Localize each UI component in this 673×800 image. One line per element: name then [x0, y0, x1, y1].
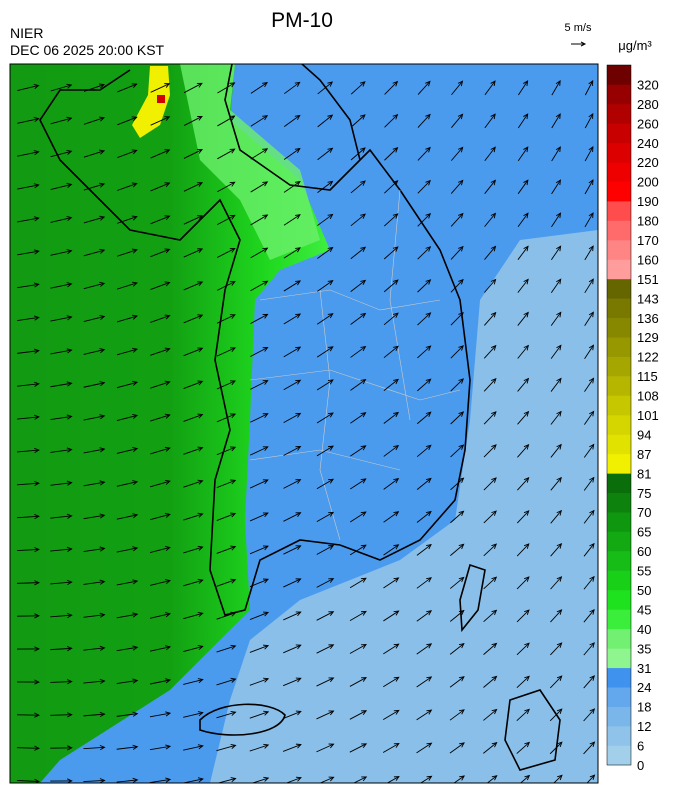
colorbar-segment: [607, 376, 631, 396]
colorbar-tick-label: 151: [637, 272, 659, 287]
colorbar-tick-label: 81: [637, 466, 651, 481]
colorbar-segment: [607, 707, 631, 727]
colorbar-segment: [607, 84, 631, 104]
colorbar-tick-label: 320: [637, 77, 659, 92]
colorbar-tick-label: 6: [637, 739, 644, 754]
colorbar-tick-label: 240: [637, 136, 659, 151]
colorbar-segment: [607, 434, 631, 454]
colorbar-tick-label: 50: [637, 583, 651, 598]
wind-scale-label: 5 m/s: [565, 22, 592, 34]
colorbar-segment: [607, 687, 631, 707]
colorbar-segment: [607, 201, 631, 221]
colorbar-tick-label: 45: [637, 602, 651, 617]
colorbar-segment: [607, 473, 631, 493]
colorbar-tick-label: 108: [637, 389, 659, 404]
colorbar-tick-label: 40: [637, 622, 651, 637]
colorbar-segment: [607, 590, 631, 610]
colorbar-segment: [607, 259, 631, 279]
colorbar-tick-label: 75: [637, 486, 651, 501]
colorbar-segment: [607, 143, 631, 163]
colorbar-tick-label: 87: [637, 447, 651, 462]
colorbar-tick-label: 190: [637, 194, 659, 209]
colorbar-tick-label: 24: [637, 680, 651, 695]
title: PM-10: [271, 9, 333, 32]
colorbar-tick-label: 12: [637, 719, 651, 734]
colorbar-tick-label: 35: [637, 641, 651, 656]
colorbar-tick-label: 65: [637, 525, 651, 540]
colorbar-segment: [607, 493, 631, 513]
colorbar-tick-label: 94: [637, 427, 651, 442]
colorbar-segment: [607, 221, 631, 241]
map: [10, 64, 598, 787]
wind-scale-arrow: [571, 42, 585, 46]
colorbar-segment: [607, 396, 631, 416]
colorbar-tick-label: 220: [637, 155, 659, 170]
colorbar-segment: [607, 571, 631, 591]
colorbar-segment: [607, 65, 631, 85]
colorbar-tick-label: 280: [637, 97, 659, 112]
colorbar-segment: [607, 298, 631, 318]
colorbar-segment: [607, 357, 631, 377]
colorbar-tick-label: 18: [637, 700, 651, 715]
colorbar-segment: [607, 648, 631, 668]
colorbar-segment: [607, 551, 631, 571]
colorbar-tick-label: 60: [637, 544, 651, 559]
colorbar-segment: [607, 123, 631, 143]
colorbar-segment: [607, 337, 631, 357]
colorbar-segment: [607, 162, 631, 182]
colorbar-tick-label: 200: [637, 175, 659, 190]
colorbar-tick-label: 160: [637, 252, 659, 267]
colorbar-tick-label: 129: [637, 330, 659, 345]
colorbar-tick-label: 0: [637, 758, 644, 773]
colorbar-segment: [607, 240, 631, 260]
source: NIER: [10, 25, 43, 41]
colorbar-segment: [607, 532, 631, 552]
hotspot-core: [157, 95, 165, 103]
colorbar-segment: [607, 609, 631, 629]
colorbar-segment: [607, 104, 631, 124]
colorbar: 0 6 12 18 24 31 35 40 45 50 55 60 65 70 75 81 87 94 101 108…: [607, 65, 659, 773]
unit: μg/m³: [618, 38, 652, 53]
colorbar-tick-label: 143: [637, 291, 659, 306]
timestamp: DEC 06 2025 20:00 KST: [10, 42, 165, 58]
colorbar-segment: [607, 279, 631, 299]
colorbar-tick-label: 260: [637, 116, 659, 131]
colorbar-segment: [607, 668, 631, 688]
colorbar-segment: [607, 454, 631, 474]
colorbar-tick-label: 55: [637, 564, 651, 579]
colorbar-tick-label: 101: [637, 408, 659, 423]
colorbar-segment: [607, 746, 631, 766]
colorbar-segment: [607, 629, 631, 649]
colorbar-segment: [607, 726, 631, 746]
colorbar-tick-label: 122: [637, 350, 659, 365]
colorbar-segment: [607, 512, 631, 532]
colorbar-segment: [607, 415, 631, 435]
colorbar-segment: [607, 318, 631, 338]
colorbar-tick-label: 31: [637, 661, 651, 676]
colorbar-tick-label: 136: [637, 311, 659, 326]
colorbar-tick-label: 70: [637, 505, 651, 520]
colorbar-tick-label: 180: [637, 214, 659, 229]
colorbar-segment: [607, 182, 631, 202]
colorbar-tick-label: 115: [637, 369, 658, 384]
colorbar-tick-label: 170: [637, 233, 659, 248]
